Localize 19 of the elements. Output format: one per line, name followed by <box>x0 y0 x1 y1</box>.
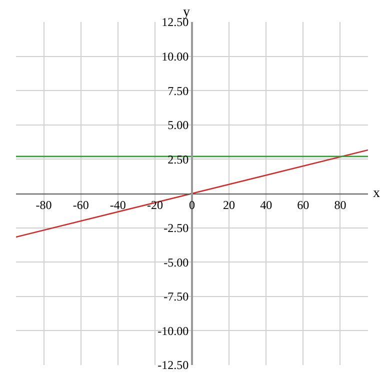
x-tick-label: 60 <box>297 198 310 212</box>
x-axis-title: x <box>373 186 380 201</box>
y-tick-label: -2.50 <box>164 221 189 235</box>
y-axis-title: y <box>183 5 190 20</box>
x-tick-label: -40 <box>110 198 126 212</box>
x-tick-label: 0 <box>189 198 195 212</box>
y-tick-label: 5.00 <box>168 118 189 132</box>
y-tick-label: -12.50 <box>158 358 189 372</box>
y-tick-label: 7.50 <box>168 84 189 98</box>
y-tick-label: -10.00 <box>158 324 189 338</box>
y-tick-label: 10.00 <box>162 50 189 64</box>
x-tick-label: 40 <box>260 198 272 212</box>
x-tick-label: 80 <box>334 198 346 212</box>
y-tick-label: -7.50 <box>164 290 189 304</box>
y-tick-label: -5.00 <box>164 255 189 270</box>
x-tick-label: 20 <box>223 198 236 212</box>
x-tick-label: -80 <box>36 198 52 212</box>
y-tick-label: 2.50 <box>168 152 189 166</box>
x-tick-label: -60 <box>72 198 89 212</box>
